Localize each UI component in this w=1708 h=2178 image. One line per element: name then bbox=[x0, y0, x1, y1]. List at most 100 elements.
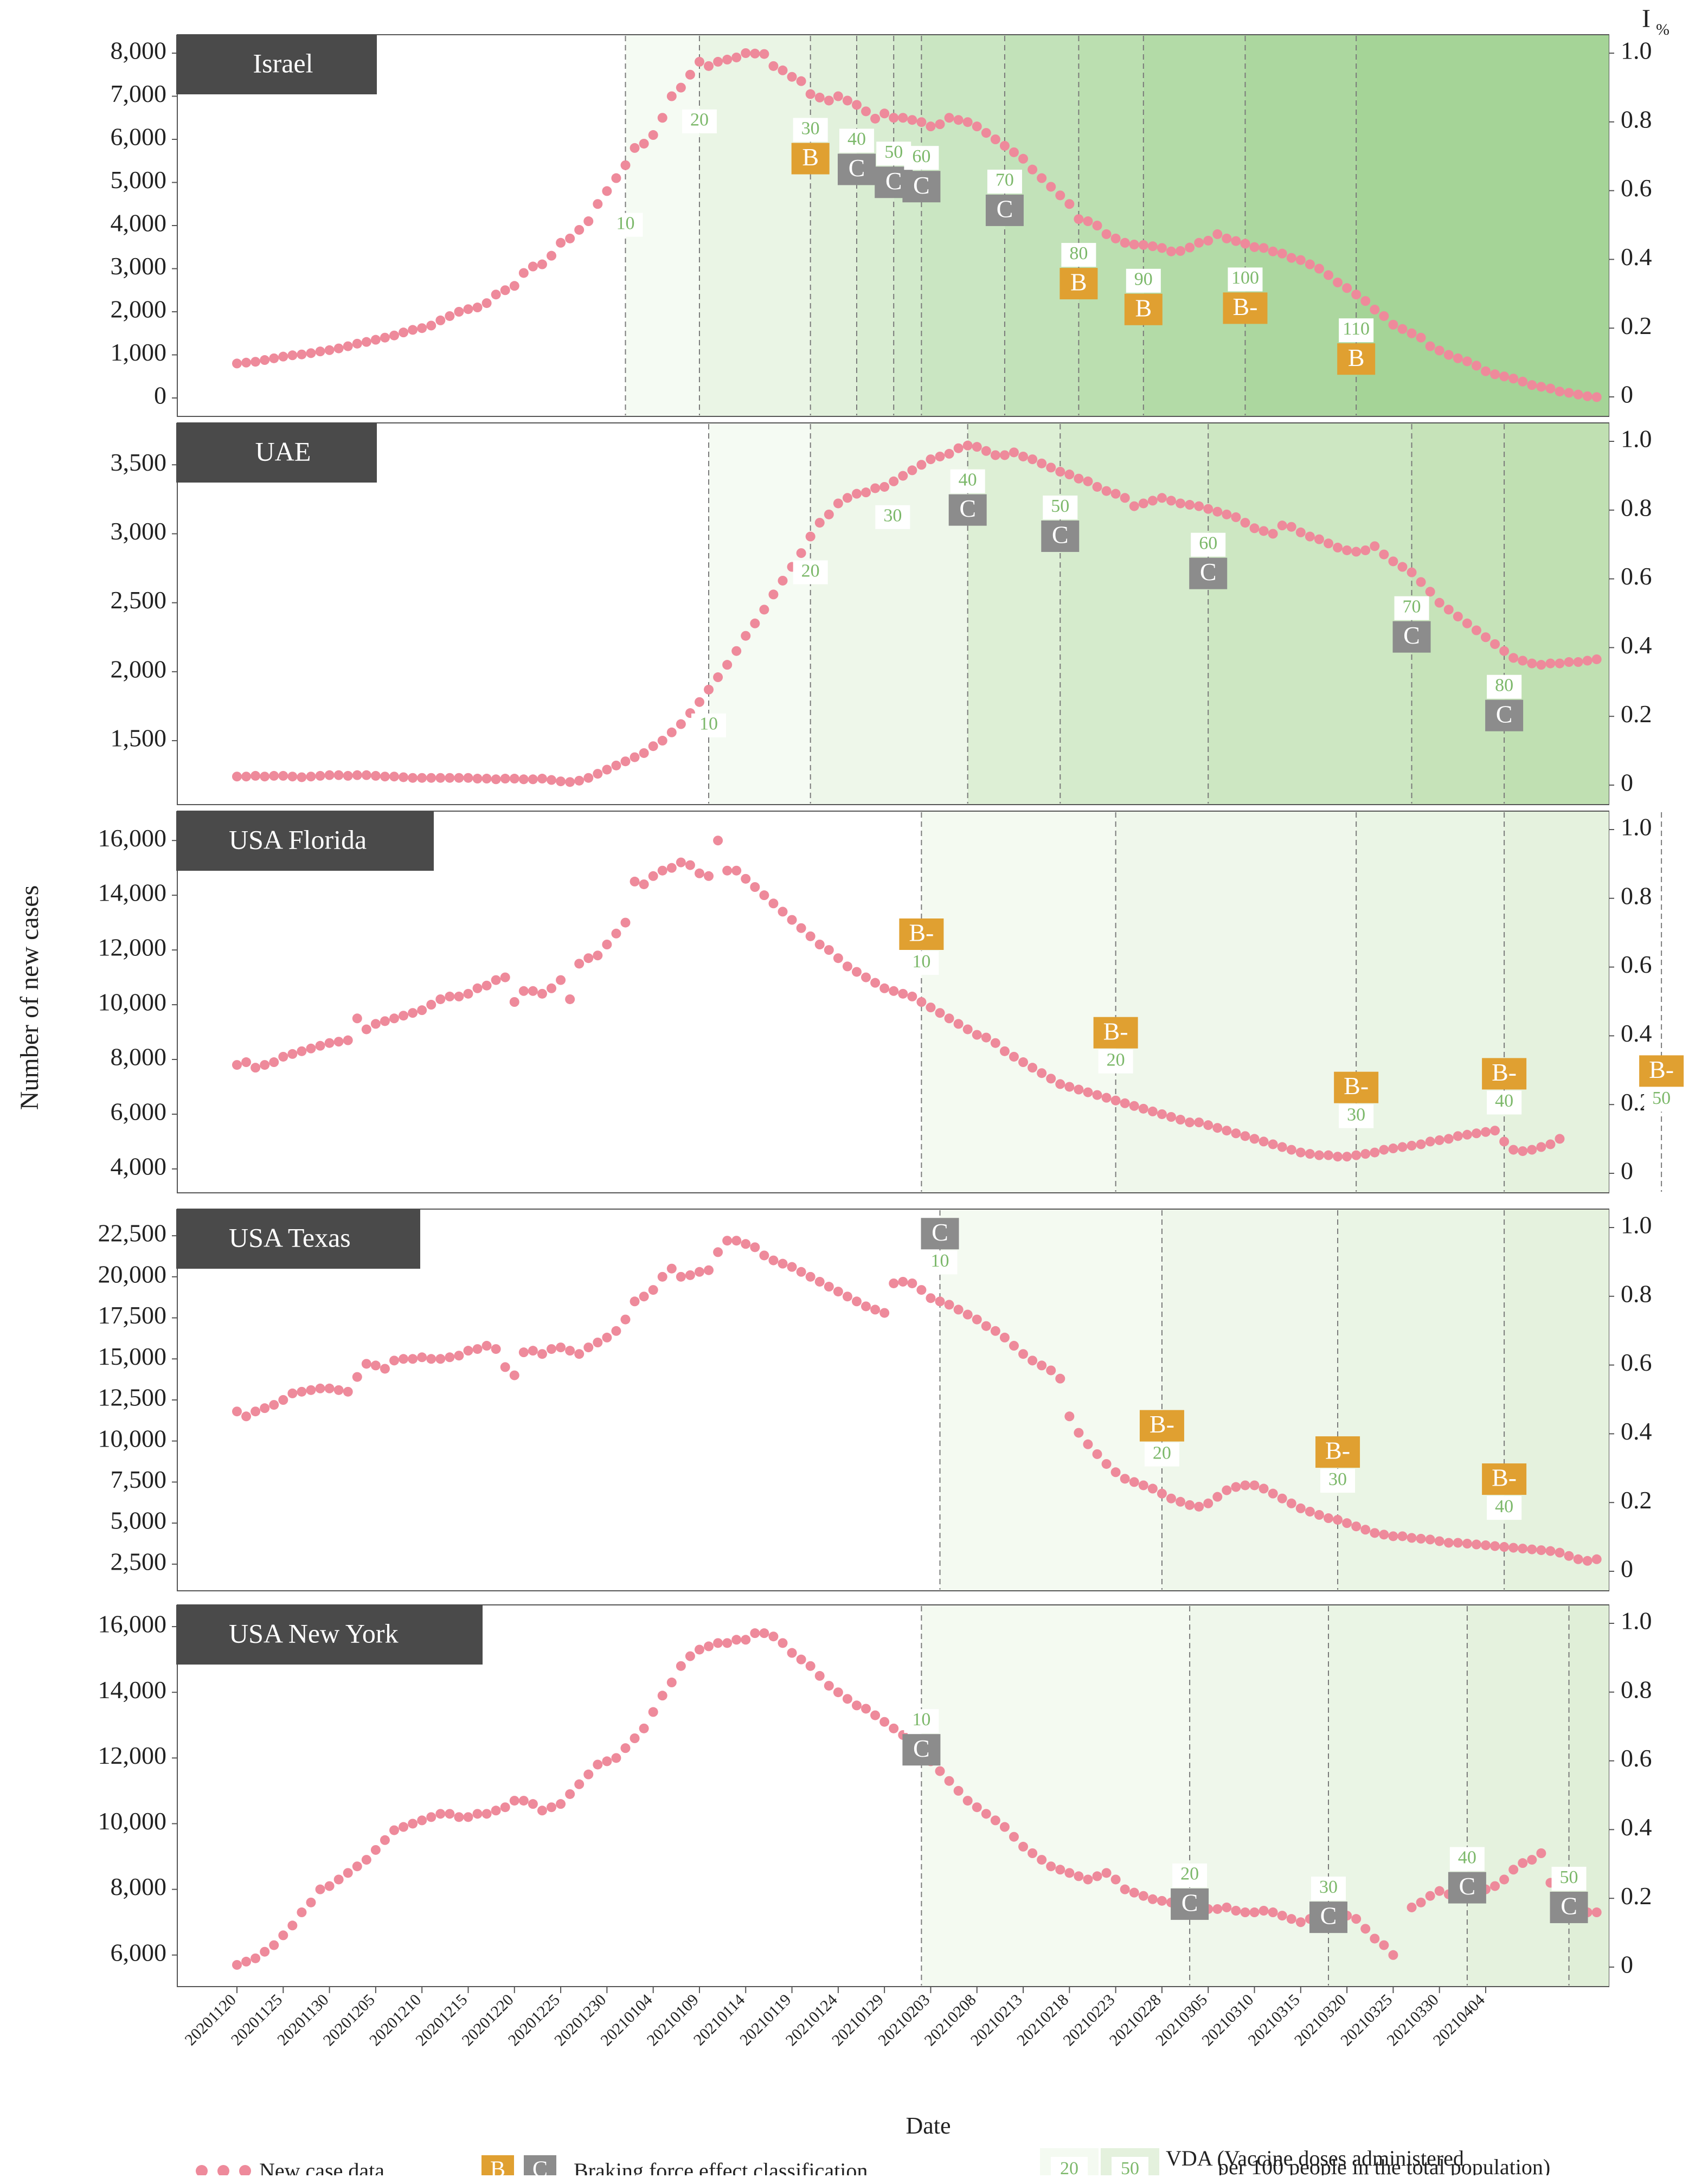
data-point bbox=[666, 1678, 677, 1688]
vda-label: 60 bbox=[1199, 533, 1217, 553]
vda-label-box bbox=[691, 713, 727, 737]
legend-point bbox=[239, 2165, 251, 2177]
vda-label: 110 bbox=[1343, 319, 1370, 339]
panel-title-box bbox=[176, 1605, 483, 1665]
data-point bbox=[879, 108, 890, 119]
data-point bbox=[445, 773, 455, 783]
data-point bbox=[861, 972, 871, 982]
data-point bbox=[1258, 526, 1269, 536]
data-point bbox=[611, 760, 621, 770]
data-point bbox=[1295, 1503, 1306, 1513]
classification-badge-label: C bbox=[849, 154, 865, 182]
data-point bbox=[1443, 1538, 1454, 1548]
data-point bbox=[1268, 246, 1278, 256]
data-point bbox=[324, 1038, 335, 1048]
data-point bbox=[260, 355, 270, 365]
vda-label: 70 bbox=[996, 170, 1014, 190]
classification-badge bbox=[1482, 1463, 1527, 1495]
data-point bbox=[315, 1383, 325, 1393]
data-point bbox=[500, 972, 510, 982]
classification-badge bbox=[1482, 1058, 1527, 1090]
data-point bbox=[547, 1802, 557, 1813]
x-tick-label: 20210404 bbox=[1430, 1991, 1488, 2049]
vda-label-box bbox=[1126, 268, 1161, 293]
data-point bbox=[1157, 1488, 1167, 1499]
classification-badge-label: C bbox=[932, 1218, 948, 1246]
data-point bbox=[251, 770, 261, 781]
data-point bbox=[472, 1344, 483, 1354]
data-point bbox=[916, 997, 927, 1007]
data-point bbox=[1582, 656, 1593, 666]
data-point bbox=[1508, 1865, 1519, 1875]
y-tick-label: 12,000 bbox=[98, 934, 167, 961]
classification-badge-label: B- bbox=[1492, 1058, 1517, 1086]
data-point bbox=[509, 1370, 519, 1380]
data-point bbox=[1258, 1136, 1269, 1147]
classification-badge-label: C bbox=[885, 167, 902, 195]
right-tick-label: 0.6 bbox=[1621, 950, 1652, 978]
data-point bbox=[620, 160, 631, 170]
data-point bbox=[435, 994, 446, 1004]
right-axis-title-main: I bbox=[1642, 4, 1651, 33]
data-point bbox=[1176, 1496, 1186, 1507]
data-point bbox=[814, 940, 825, 949]
data-point bbox=[1147, 1106, 1158, 1116]
vda-label: 10 bbox=[616, 213, 634, 233]
data-point bbox=[796, 1654, 806, 1665]
data-point bbox=[463, 1812, 473, 1822]
data-point bbox=[1064, 199, 1075, 209]
data-point bbox=[1499, 646, 1510, 656]
data-point bbox=[1471, 1128, 1481, 1139]
data-point bbox=[778, 1638, 788, 1648]
data-point bbox=[1573, 389, 1583, 400]
data-point bbox=[1305, 1149, 1315, 1159]
data-point bbox=[1037, 1855, 1047, 1865]
data-point bbox=[648, 741, 658, 751]
data-point bbox=[333, 1037, 344, 1047]
data-point bbox=[713, 672, 723, 683]
data-point bbox=[260, 1060, 270, 1070]
right-tick-label: 0.2 bbox=[1621, 700, 1652, 728]
vda-marker: 40 C bbox=[1448, 1847, 1486, 1904]
data-point bbox=[491, 1344, 501, 1354]
vda-label: 50 bbox=[1652, 1088, 1671, 1108]
vda-label-box bbox=[1339, 318, 1374, 343]
data-point bbox=[768, 61, 779, 71]
data-point bbox=[537, 259, 547, 269]
data-point bbox=[759, 1628, 769, 1639]
data-point bbox=[713, 56, 723, 67]
vda-label: 20 bbox=[690, 110, 709, 130]
data-point bbox=[1157, 1109, 1167, 1119]
data-point bbox=[1379, 1940, 1389, 1950]
y-tick-label: 20,000 bbox=[98, 1260, 167, 1288]
data-point bbox=[1277, 1911, 1287, 1921]
panel-title-box bbox=[176, 423, 377, 483]
data-point bbox=[935, 119, 945, 130]
data-point bbox=[972, 1030, 982, 1040]
data-point bbox=[1434, 597, 1444, 608]
data-point bbox=[537, 1806, 547, 1816]
data-point bbox=[870, 113, 881, 124]
classification-badge-label: C bbox=[1561, 1892, 1577, 1920]
vda-band bbox=[1467, 1605, 1569, 1986]
data-point bbox=[1037, 1068, 1047, 1078]
data-point bbox=[944, 113, 954, 123]
data-point bbox=[1527, 1855, 1537, 1865]
classification-badge bbox=[1485, 699, 1524, 731]
data-point bbox=[778, 65, 788, 75]
data-point bbox=[1185, 500, 1195, 510]
data-point bbox=[232, 1406, 242, 1417]
data-point bbox=[1249, 1907, 1260, 1918]
data-point bbox=[1157, 1896, 1167, 1906]
vda-label-box bbox=[1644, 1088, 1679, 1112]
data-point bbox=[1443, 605, 1454, 615]
data-point bbox=[481, 1809, 492, 1819]
data-point bbox=[1101, 1868, 1112, 1878]
vda-band bbox=[894, 35, 922, 416]
data-point bbox=[1564, 388, 1574, 398]
data-point bbox=[454, 773, 464, 783]
data-point bbox=[389, 1825, 400, 1835]
vda-marker: 40 C bbox=[948, 469, 987, 526]
data-point bbox=[509, 997, 519, 1007]
data-point bbox=[389, 772, 400, 782]
